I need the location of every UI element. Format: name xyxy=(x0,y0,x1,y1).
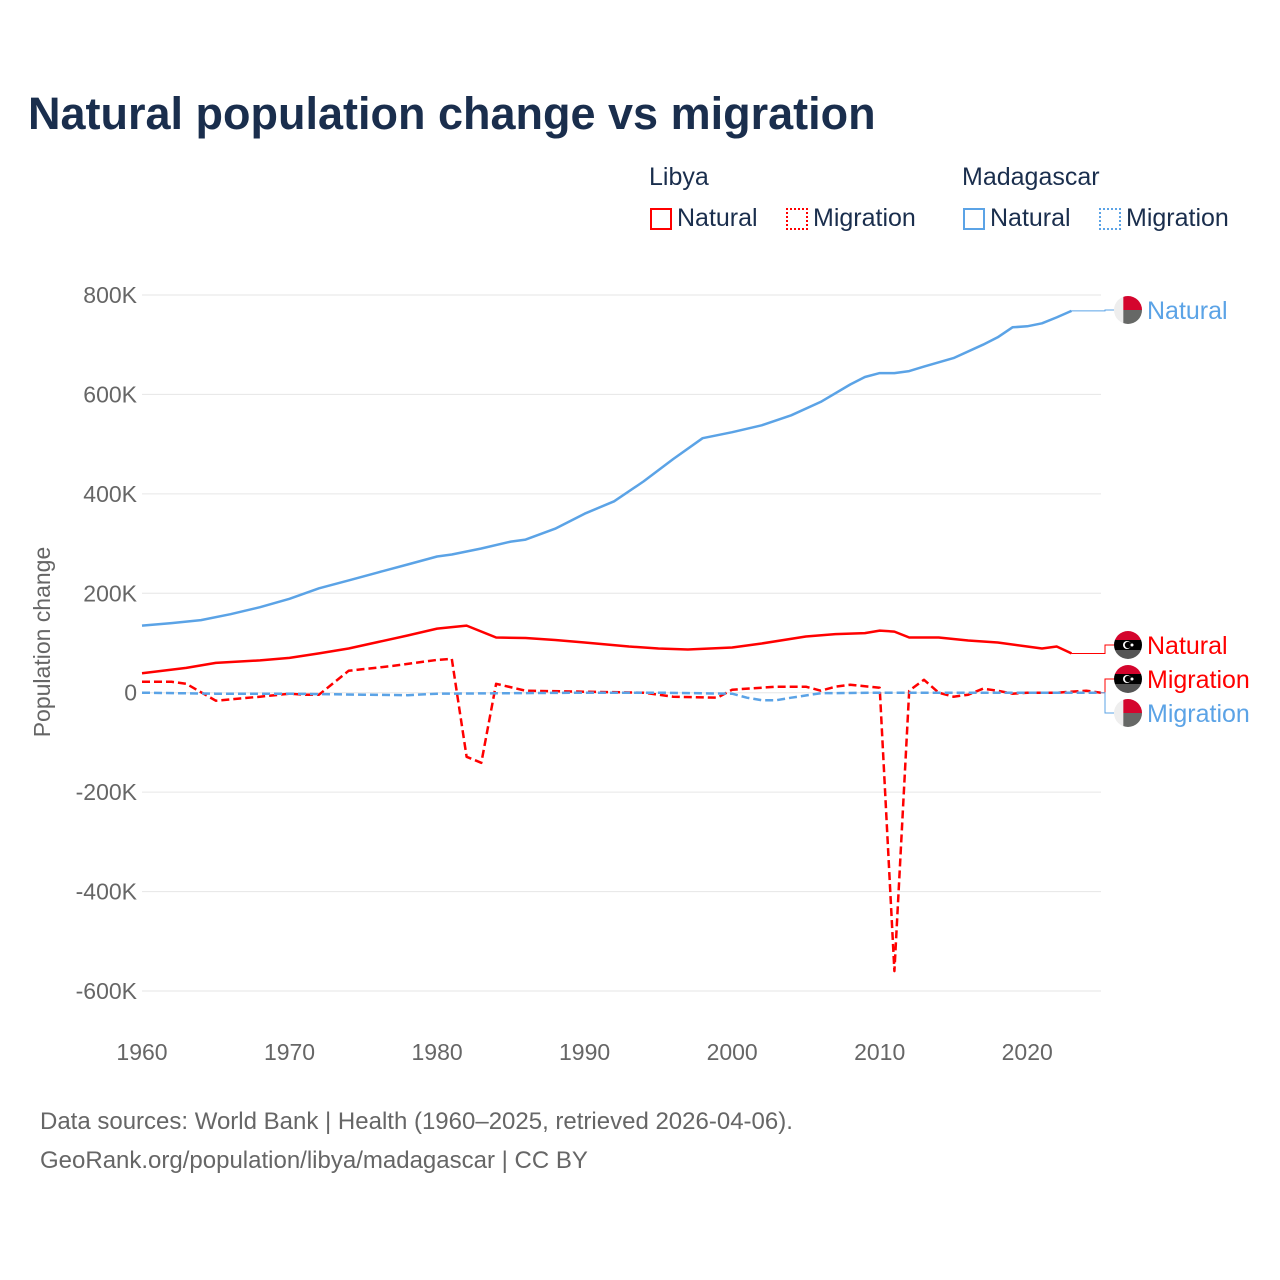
crescent-cut xyxy=(1124,675,1132,683)
legend-label: Natural xyxy=(990,204,1071,232)
label-connector xyxy=(1071,644,1114,654)
flag-body xyxy=(1114,665,1142,693)
y-axis-label: Population change xyxy=(29,547,55,738)
legend-madagascar-natural[interactable]: Natural xyxy=(963,204,1071,233)
label-connector xyxy=(1071,309,1114,312)
star-icon xyxy=(1130,677,1134,681)
flag-red xyxy=(1123,699,1142,713)
flag-body xyxy=(1114,699,1142,727)
source-url[interactable]: GeoRank.org/population/libya/madagascar … xyxy=(40,1147,588,1174)
legend-madagascar-migration[interactable]: Migration xyxy=(1099,204,1229,233)
x-tick-label: 1980 xyxy=(411,1039,462,1065)
series-line-madagascar-natural xyxy=(141,309,1073,627)
series-end-label: Natural xyxy=(1147,297,1228,325)
legend-label: Migration xyxy=(1126,204,1229,232)
legend-label: Natural xyxy=(677,204,758,232)
legend-group-libya: Libya xyxy=(649,163,709,191)
legend-swatch-solid xyxy=(963,207,985,230)
star-icon xyxy=(1130,643,1134,647)
x-tick-label: 1970 xyxy=(264,1039,315,1065)
series-line-libya-natural xyxy=(141,624,1073,675)
y-tick-label: -600K xyxy=(76,978,138,1004)
series-end-label: Migration xyxy=(1147,666,1250,694)
legend-swatch-dotted xyxy=(1099,207,1121,230)
series-line-libya-migration xyxy=(142,657,1102,973)
x-tick-label: 2010 xyxy=(854,1039,905,1065)
x-tick-label: 1960 xyxy=(116,1039,167,1065)
x-tick-label: 2000 xyxy=(707,1039,758,1065)
y-tick-label: 400K xyxy=(83,481,137,507)
flag-body xyxy=(1114,296,1142,324)
series-end-label: Natural xyxy=(1147,632,1228,660)
y-tick-label: 600K xyxy=(83,381,137,407)
y-tick-label: 0 xyxy=(124,680,137,706)
chart-title: Natural population change vs migration xyxy=(28,88,876,139)
legend-swatch-solid xyxy=(650,207,672,230)
y-tick-label: 800K xyxy=(83,282,137,308)
legend-swatch-dotted xyxy=(786,207,808,230)
flag-body xyxy=(1114,631,1142,659)
flag-green xyxy=(1123,713,1142,727)
madagascar-flag-icon xyxy=(1114,699,1142,727)
legend-libya-natural[interactable]: Natural xyxy=(650,204,758,233)
legend-group-madagascar: Madagascar xyxy=(962,163,1100,191)
madagascar-flag-icon xyxy=(1114,296,1142,324)
legend-label: Migration xyxy=(813,204,916,232)
x-tick-label: 1990 xyxy=(559,1039,610,1065)
x-tick-label: 2020 xyxy=(1002,1039,1053,1065)
flag-green xyxy=(1123,310,1142,324)
libya-flag-icon xyxy=(1114,631,1142,659)
y-tick-label: -200K xyxy=(76,779,138,805)
libya-flag-icon xyxy=(1114,665,1142,693)
series-end-label: Migration xyxy=(1147,700,1250,728)
y-tick-label: -400K xyxy=(76,879,138,905)
crescent-cut xyxy=(1124,641,1132,649)
series-line-madagascar-migration xyxy=(141,691,1101,702)
flag-green xyxy=(1114,684,1142,693)
label-connector xyxy=(1101,678,1114,694)
legend-libya-migration[interactable]: Migration xyxy=(786,204,916,233)
y-tick-label: 200K xyxy=(83,580,137,606)
flag-red xyxy=(1114,665,1142,674)
flag-green xyxy=(1114,650,1142,659)
source-text: Data sources: World Bank | Health (1960–… xyxy=(40,1108,793,1135)
flag-red xyxy=(1114,631,1142,640)
flag-red xyxy=(1123,296,1142,310)
label-connector xyxy=(1101,692,1114,714)
